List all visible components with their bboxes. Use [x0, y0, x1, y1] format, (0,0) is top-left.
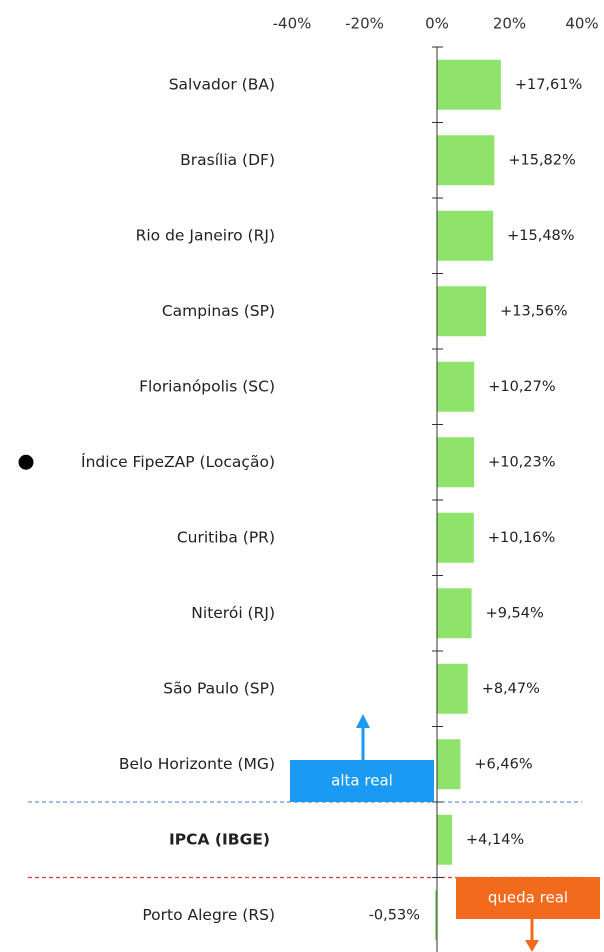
bar	[437, 286, 487, 337]
arrow-head	[356, 714, 370, 728]
bar	[437, 739, 461, 790]
category-label: Belo Horizonte (MG)	[119, 755, 275, 773]
value-label: +15,48%	[507, 228, 574, 244]
bar	[437, 512, 474, 563]
annotation-text: alta real	[331, 772, 393, 790]
bar	[437, 361, 475, 412]
category-label: Índice FipeZAP (Locação)	[81, 452, 275, 471]
category-label: Niterói (RJ)	[191, 604, 275, 622]
x-tick-label: -20%	[345, 15, 384, 33]
x-tick-label: 0%	[425, 15, 449, 33]
category-label: Salvador (BA)	[169, 75, 275, 93]
category-label: São Paulo (SP)	[163, 679, 275, 697]
value-label: +13,56%	[500, 303, 567, 319]
bar	[437, 135, 495, 186]
legend-dot	[18, 454, 34, 470]
category-label: IPCA (IBGE)	[169, 830, 270, 848]
value-label: +10,23%	[488, 454, 555, 470]
value-label: +17,61%	[515, 77, 582, 93]
value-label: +10,27%	[488, 379, 555, 395]
annotation-box	[290, 760, 434, 802]
arrow-head	[525, 940, 539, 952]
category-label: Florianópolis (SC)	[139, 377, 275, 395]
bar	[435, 890, 437, 941]
category-label: Curitiba (PR)	[177, 528, 275, 546]
x-tick-label: 20%	[493, 15, 526, 33]
value-label: +10,16%	[488, 530, 555, 546]
value-label: +4,14%	[466, 832, 524, 848]
category-label: Campinas (SP)	[162, 302, 275, 320]
bar	[437, 210, 494, 261]
value-label: +8,47%	[482, 681, 540, 697]
category-label: Porto Alegre (RS)	[142, 906, 275, 924]
value-label: -0,53%	[369, 907, 420, 923]
annotation-text: queda real	[488, 889, 568, 907]
bar	[437, 814, 453, 865]
annotation-box	[456, 877, 600, 919]
bar	[437, 437, 475, 488]
value-label: +6,46%	[474, 756, 532, 772]
value-label: +9,54%	[486, 605, 544, 621]
category-label: Rio de Janeiro (RJ)	[136, 226, 275, 244]
x-tick-label: 40%	[565, 15, 598, 33]
x-tick-label: -40%	[273, 15, 312, 33]
value-label: +15,82%	[508, 152, 575, 168]
bar	[437, 588, 472, 639]
category-label: Brasília (DF)	[180, 151, 275, 169]
bar	[437, 663, 468, 714]
bar	[437, 59, 501, 110]
